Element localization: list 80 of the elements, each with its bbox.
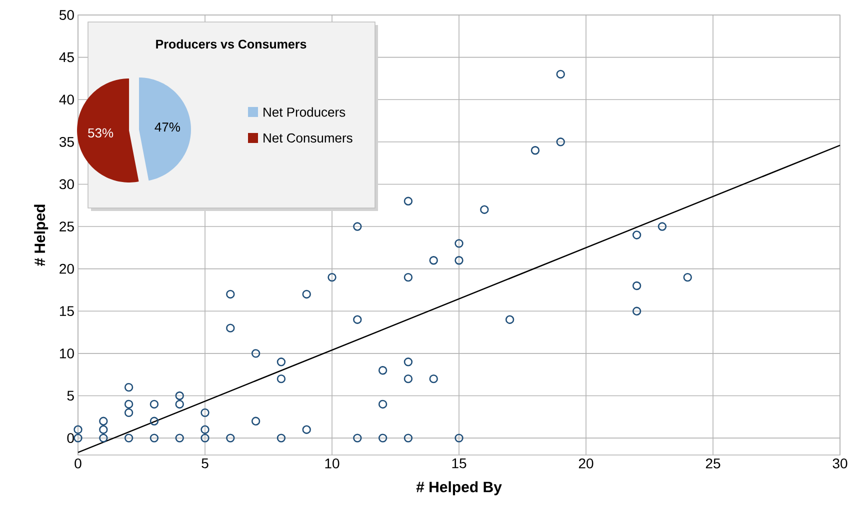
point (200, 434, 210, 442)
point (353, 222, 362, 231)
point (632, 281, 642, 290)
point (175, 391, 184, 400)
point (480, 205, 489, 214)
x-tick-label: 30 (832, 458, 848, 468)
data-label: 53% (88, 128, 114, 138)
point (404, 434, 413, 442)
point (632, 230, 642, 240)
chart-title: Producers vs Consumers (156, 39, 306, 49)
point (74, 434, 82, 442)
point (124, 408, 134, 418)
x-tick-label: 10 (325, 458, 340, 468)
point (276, 434, 286, 442)
point (328, 272, 336, 282)
y-tick-label: 0 (67, 433, 74, 444)
point (429, 256, 438, 265)
point (302, 425, 311, 434)
point (150, 434, 159, 442)
point (556, 70, 565, 79)
x-tick-label: 0 (74, 458, 82, 468)
point (530, 146, 540, 155)
point (175, 434, 184, 442)
point (226, 434, 235, 442)
point (99, 434, 108, 442)
point (124, 434, 134, 442)
point (251, 416, 260, 426)
y-tick-label: 45 (59, 52, 74, 62)
point (454, 434, 464, 442)
point (200, 408, 210, 418)
y-tick-label: 30 (59, 179, 74, 190)
point (124, 382, 134, 392)
point (226, 290, 235, 299)
point (454, 239, 464, 248)
point (429, 374, 438, 384)
point (632, 306, 642, 316)
point (404, 196, 413, 206)
point (276, 358, 286, 366)
y-tick-label: 35 (59, 136, 74, 147)
point (378, 400, 388, 409)
y-tick-label: 15 (60, 306, 74, 316)
point (124, 400, 134, 409)
point (505, 315, 514, 324)
point (454, 256, 464, 265)
point (150, 400, 159, 409)
x-tick-label: 20 (578, 458, 594, 468)
data-label: 47% (154, 122, 180, 132)
legend-label: Net Consumers (264, 133, 352, 143)
point (99, 416, 108, 426)
point (226, 324, 235, 332)
y-tick-label: 50 (59, 10, 74, 20)
point (556, 138, 565, 146)
y-tick-label: 25 (60, 222, 74, 232)
point (353, 315, 362, 324)
y-tick-label: 20 (60, 264, 74, 274)
point (302, 290, 311, 299)
point (150, 416, 159, 426)
y-tick-label: 5 (67, 390, 74, 401)
point (378, 434, 388, 442)
point (251, 349, 260, 358)
point (404, 358, 413, 366)
point (404, 374, 413, 384)
x-tick-label: 25 (706, 458, 720, 468)
x-axis-title: # Helped By (416, 481, 502, 496)
legend-label: Net Producers (264, 107, 346, 117)
point (175, 400, 184, 409)
y-axis-title: # Helped (34, 204, 48, 266)
point (683, 272, 692, 282)
x-tick-label: 15 (452, 458, 466, 468)
point (200, 425, 210, 434)
y-tick-label: 40 (59, 94, 74, 105)
point (74, 425, 82, 434)
point (658, 222, 667, 231)
point (276, 374, 286, 384)
point (378, 366, 388, 375)
point (404, 272, 413, 282)
point (99, 425, 108, 434)
y-tick-label: 10 (60, 348, 74, 358)
x-tick-label: 5 (202, 458, 208, 468)
point (353, 434, 362, 442)
